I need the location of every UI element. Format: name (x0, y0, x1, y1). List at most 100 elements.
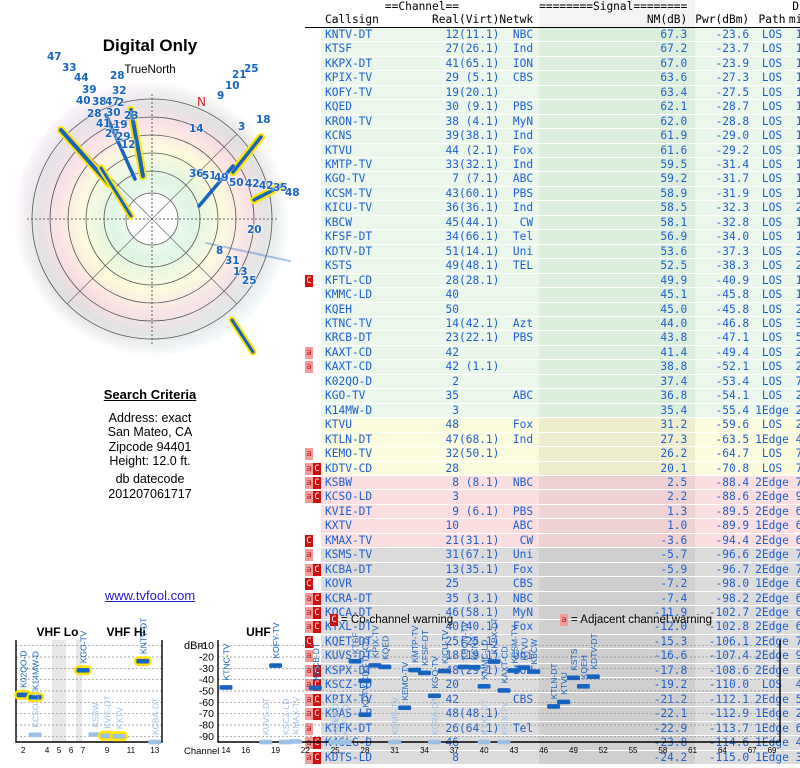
table-row[interactable]: KNTV-DT12(11.1)NBC67.3-23.6LOS10.8324°(3… (305, 27, 800, 43)
station-marker[interactable] (358, 678, 372, 684)
table-row[interactable]: KICU-TV36(36.1)Ind58.5-32.3LOS25.3101°(8… (305, 200, 800, 216)
station-marker[interactable] (437, 668, 451, 674)
table-row[interactable]: KRCB-DT23(22.1)PBS43.8-47.1LOS56.3345°(3… (305, 330, 800, 346)
header-netwk[interactable]: Netwk (499, 13, 540, 28)
table-row[interactable]: CKMAX-TV21(31.1)CW-3.6-94.42Edge66.543°(… (305, 533, 800, 549)
tvfool-link[interactable]: www.tvfool.com (104, 588, 196, 603)
station-marker[interactable] (507, 668, 521, 673)
station-marker[interactable] (368, 663, 382, 668)
polar-station-label: 31 (225, 255, 240, 267)
header-dist[interactable]: miles (788, 13, 800, 28)
station-marker[interactable] (288, 739, 302, 744)
table-row[interactable]: CKQET-DT25(25.1)-15.3-106.12Edge71.3141°… (305, 634, 800, 650)
station-marker[interactable] (148, 739, 162, 745)
station-marker[interactable] (308, 685, 322, 691)
table-row[interactable]: KMTP-TV33(32.1)Ind59.5-31.4LOS15.4332°(3… (305, 157, 800, 173)
station-marker[interactable] (427, 739, 441, 745)
table-row[interactable]: aKUVS-DT18(19.1)Uni-16.6-107.42Edge95.36… (305, 648, 800, 664)
station-marker[interactable] (467, 665, 481, 670)
station-marker[interactable] (112, 734, 126, 739)
table-row[interactable]: KCNS39(38.1)Ind61.9-29.0LOS15.4332°(318°… (305, 128, 800, 144)
station-marker[interactable] (566, 675, 580, 681)
station-marker[interactable] (136, 658, 150, 664)
station-marker[interactable] (477, 739, 491, 745)
station-marker[interactable] (427, 693, 441, 699)
table-row[interactable]: KTLN-DT47(68.1)Ind27.3-63.51Edge43.5340°… (305, 432, 800, 448)
station-marker[interactable] (586, 674, 600, 680)
station-marker[interactable] (28, 732, 42, 738)
station-marker[interactable] (497, 739, 511, 745)
table-row[interactable]: KCSM-TV43(60.1)PBS58.9-31.9LOS15.4332°(3… (305, 186, 800, 202)
station-marker[interactable] (547, 704, 561, 709)
table-row[interactable]: KRON-TV38(4.1)MyN62.0-28.8LOS15.4332°(31… (305, 114, 800, 130)
header-path[interactable]: Path (755, 13, 789, 28)
station-marker[interactable] (378, 664, 392, 670)
header-virt[interactable]: (Virt) (458, 13, 500, 28)
station-marker[interactable] (28, 694, 42, 700)
cell-callsign: KSPX-DT (321, 663, 379, 679)
table-row[interactable]: aCKSBW8(8.1)NBC2.5-88.42Edge71.3141°(127… (305, 475, 800, 491)
station-marker[interactable] (477, 684, 491, 689)
station-marker[interactable] (76, 668, 90, 673)
station-marker[interactable] (259, 739, 273, 745)
table-row[interactable]: aCKPIX-TV42CBS-21.2-112.12Edge59.111°(35… (305, 692, 800, 708)
header-callsign[interactable]: Callsign (321, 13, 379, 28)
station-marker[interactable] (487, 659, 501, 664)
table-row[interactable]: KVIE-DT9(6.1)PBS1.3-89.52Edge66.342°(28°… (305, 504, 800, 520)
header-nm[interactable]: NM(dB) (539, 13, 696, 28)
station-marker[interactable] (219, 685, 233, 690)
station-marker[interactable] (348, 658, 362, 664)
table-row[interactable]: aCKTXL-DT40(40.1)Fox-12.0-102.82Edge66.3… (305, 619, 800, 635)
station-marker[interactable] (517, 665, 531, 670)
table-row[interactable]: KDTV-DT51(14.1)Uni53.6-37.3LOS24.899°(85… (305, 244, 800, 260)
table-row[interactable]: KOFY-TV19(20.1)63.4-27.5LOS15.4332°(318°… (305, 85, 800, 101)
station-marker[interactable] (388, 739, 402, 745)
table-row[interactable]: aCK46LG-D46-23.8-114.61Edge45.7139°(125°… (305, 735, 800, 751)
table-row[interactable]: KTSF27(26.1)Ind67.2-23.7LOS10.9324°(310°… (305, 41, 800, 57)
station-marker[interactable] (358, 712, 372, 717)
table-row[interactable]: aCKQCA-DT46(58.1)MyN-11.9-102.72Edge66.5… (305, 605, 800, 621)
header-real[interactable]: Real (378, 13, 459, 28)
station-marker[interactable] (408, 667, 422, 673)
station-marker[interactable] (527, 669, 541, 674)
table-row[interactable]: CKFTL-CD28(28.1)49.9-40.9LOS10.9324°(310… (305, 273, 800, 289)
station-marker[interactable] (279, 739, 293, 745)
station-marker[interactable] (457, 664, 471, 670)
table-row[interactable]: KKPX-DT41(65.1)ION67.0-23.9LOS10.9324°(3… (305, 56, 800, 72)
station-marker[interactable] (398, 705, 412, 711)
table-row[interactable]: KFSF-DT34(66.1)Tel56.9-34.0LOS15.4332°(3… (305, 229, 800, 245)
table-row[interactable]: KGO-TV7(7.1)ABC59.2-31.7LOS15.4332°(318°… (305, 171, 800, 187)
table-row[interactable]: aCKDAS-LP48(48.1)-22.1-112.91Edge29.4329… (305, 706, 800, 722)
station-marker[interactable] (497, 688, 511, 693)
table-row[interactable]: aCKCRA-DT35(3.1)NBC-7.4-98.22Edge66.543°… (305, 591, 800, 607)
table-row[interactable]: aCKCBA-DT13(35.1)Fox-5.9-96.72Edge71.314… (305, 562, 800, 578)
station-marker[interactable] (328, 739, 342, 745)
station-marker[interactable] (338, 739, 352, 745)
station-marker[interactable] (576, 684, 590, 689)
station-marker[interactable] (418, 670, 432, 676)
table-row[interactable]: aKSMS-TV31(67.1)Uni-5.7-96.62Edge71.3141… (305, 547, 800, 563)
header-pwr[interactable]: Pwr(dBm) (695, 13, 756, 28)
table-row[interactable]: KPIX-TV29(5.1)CBS63.6-27.3LOS15.4332°(31… (305, 70, 800, 86)
table-row[interactable]: aKEMO-TV32(50.1)26.2-64.7LOS78.5348°(334… (305, 446, 800, 462)
table-row[interactable]: KTNC-TV14(42.1)Azt44.0-46.8LOS31.244°(30… (305, 316, 800, 332)
station-marker[interactable] (269, 663, 283, 668)
station-marker[interactable] (557, 699, 571, 705)
